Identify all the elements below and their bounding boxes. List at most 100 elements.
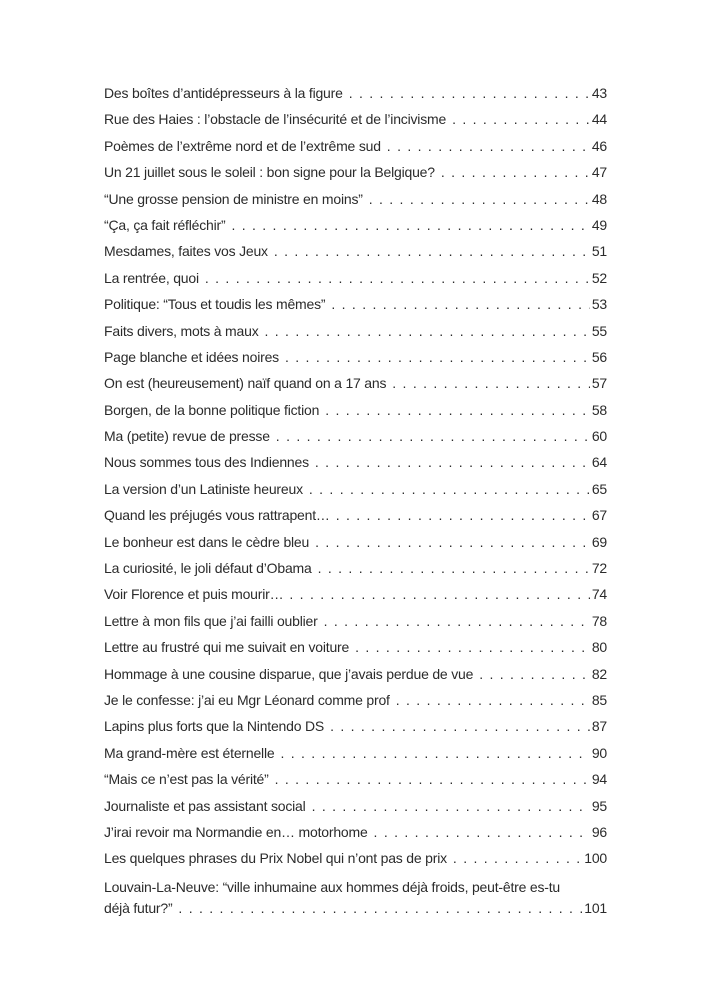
dot-leader — [392, 375, 590, 391]
toc-entry-page: 53 — [591, 296, 607, 313]
toc-entry-last: Louvain-La-Neuve: “ville inhumaine aux h… — [104, 877, 607, 919]
dot-leader — [324, 613, 590, 629]
dot-leader — [178, 898, 582, 919]
toc-entry-page: 87 — [591, 718, 607, 735]
dot-leader — [205, 270, 590, 286]
toc-entry-title: Quand les préjugés vous rattrapent… — [104, 507, 330, 524]
toc-entry-page: 47 — [591, 164, 607, 181]
toc-entry: Journaliste et pas assistant social 95 — [104, 798, 607, 824]
toc-entry: Hommage à une cousine disparue, que j’av… — [104, 666, 607, 692]
toc-entry-title: Ma grand-mère est éternelle — [104, 744, 275, 761]
toc-entry-title: Rue des Haies : l’obstacle de l’insécuri… — [104, 111, 447, 128]
toc-entry-title: “Mais ce n’est pas la vérité” — [104, 771, 269, 788]
dot-leader — [330, 718, 590, 734]
toc-entry-title: La rentrée, quoi — [104, 269, 199, 286]
toc-entry: Politique: “Tous et toudis les mêmes” 53 — [104, 296, 607, 322]
toc-entry-page: 52 — [591, 269, 607, 286]
toc-entry: Ma grand-mère est éternelle 90 — [104, 745, 607, 771]
toc-entry-title: Faits divers, mots à maux — [104, 322, 259, 339]
toc-entry-title: Mesdames, faites vos Jeux — [104, 243, 268, 260]
dot-leader — [396, 692, 590, 708]
toc-entry-page: 95 — [591, 797, 607, 814]
toc-entry: “Une grosse pension de ministre en moins… — [104, 191, 607, 217]
toc-entry: “Mais ce n’est pas la vérité” 94 — [104, 771, 607, 797]
toc-entry: Lettre au frustré qui me suivait en voit… — [104, 639, 607, 665]
toc-entry: Lettre à mon fils que j’ai failli oublie… — [104, 613, 607, 639]
toc-entry: Borgen, de la bonne politique fiction 58 — [104, 402, 607, 428]
toc-entry: Lapins plus forts que la Nintendo DS 87 — [104, 718, 607, 744]
toc-entry: Ma (petite) revue de presse 60 — [104, 428, 607, 454]
dot-leader — [315, 454, 590, 470]
dot-leader — [231, 217, 589, 233]
toc-entry-title: “Une grosse pension de ministre en moins… — [104, 190, 363, 207]
toc-entry-title: Des boîtes d’antidépresseurs à la figure — [104, 85, 343, 101]
dot-leader — [369, 191, 590, 207]
toc-entry-title: Hommage à une cousine disparue, que j’av… — [104, 665, 474, 682]
dot-leader — [315, 534, 590, 550]
toc-entry-title: On est (heureusement) naïf quand on a 17… — [104, 375, 387, 392]
toc-entry-title: Lapins plus forts que la Nintendo DS — [104, 718, 325, 735]
toc-entry: Page blanche et idées noires 56 — [104, 349, 607, 375]
toc-entry-page: 90 — [591, 744, 607, 761]
dot-leader — [274, 243, 590, 259]
table-of-contents: Des boîtes d’antidépresseurs à la figure… — [104, 85, 607, 919]
dot-leader — [349, 85, 590, 101]
toc-entry-page: 100 — [584, 850, 607, 867]
dot-leader — [285, 349, 590, 365]
toc-entry-page: 56 — [591, 348, 607, 365]
toc-entry: Des boîtes d’antidépresseurs à la figure… — [104, 85, 607, 111]
toc-entry-title: Borgen, de la bonne politique fiction — [104, 401, 320, 418]
toc-entry-title-line1: Louvain-La-Neuve: “ville inhumaine aux h… — [104, 878, 560, 895]
toc-entry-page: 60 — [591, 428, 607, 445]
toc-entry-page: 72 — [591, 560, 607, 577]
toc-entry-page: 64 — [591, 454, 607, 471]
dot-leader — [331, 296, 589, 312]
toc-entry-page: 96 — [591, 823, 607, 840]
toc-entry-page: 94 — [591, 771, 607, 788]
toc-entry-page: 51 — [591, 243, 607, 260]
toc-entry: Le bonheur est dans le cèdre bleu 69 — [104, 534, 607, 560]
toc-entry-title: La curiosité, le joli défaut d’Obama — [104, 560, 312, 577]
toc-entry-page: 80 — [591, 639, 607, 656]
toc-entry-page: 69 — [591, 533, 607, 550]
toc-entry-page: 65 — [591, 480, 607, 497]
toc-entry-page: 55 — [591, 322, 607, 339]
dot-leader — [325, 402, 590, 418]
toc-entry: Nous sommes tous des Indiennes 64 — [104, 454, 607, 480]
toc-entry-title: J’irai revoir ma Normandie en… motorhome — [104, 823, 368, 840]
toc-entry-page: 46 — [591, 137, 607, 154]
dot-leader — [441, 164, 590, 180]
toc-entry: Faits divers, mots à maux 55 — [104, 323, 607, 349]
toc-entry: Quand les préjugés vous rattrapent… 67 — [104, 507, 607, 533]
dot-leader — [479, 666, 590, 682]
dot-leader — [453, 850, 582, 866]
toc-entry-page: 101 — [584, 899, 607, 916]
toc-entry-page: 43 — [591, 85, 607, 101]
dot-leader — [275, 771, 590, 787]
toc-entry-page: 57 — [591, 375, 607, 392]
toc-entry-page: 48 — [591, 190, 607, 207]
dot-leader — [374, 824, 590, 840]
toc-entry-title: “Ça, ça fait réfléchir” — [104, 216, 226, 233]
toc-entry: On est (heureusement) naïf quand on a 17… — [104, 375, 607, 401]
toc-entry: Poèmes de l’extrême nord et de l’extrême… — [104, 138, 607, 164]
dot-leader — [289, 586, 589, 602]
toc-entry-page: 67 — [591, 507, 607, 524]
toc-entry: Mesdames, faites vos Jeux 51 — [104, 243, 607, 269]
toc-entry-page: 49 — [591, 216, 607, 233]
toc-entry-title: Les quelques phrases du Prix Nobel qui n… — [104, 850, 447, 867]
toc-entry-title: Poèmes de l’extrême nord et de l’extrême… — [104, 137, 381, 154]
toc-entry-title: Ma (petite) revue de presse — [104, 428, 270, 445]
dot-leader — [387, 138, 590, 154]
dot-leader — [312, 798, 590, 814]
toc-entry-page: 78 — [591, 612, 607, 629]
dot-leader — [276, 428, 590, 444]
dot-leader — [265, 323, 590, 339]
toc-entry: La version d’un Latiniste heureux 65 — [104, 481, 607, 507]
toc-entry-title-line2: déjà futur?” — [104, 899, 173, 916]
dot-leader — [452, 111, 590, 127]
toc-entry-page: 58 — [591, 401, 607, 418]
dot-leader — [355, 639, 590, 655]
toc-entry-title: Un 21 juillet sous le soleil : bon signe… — [104, 164, 435, 181]
toc-entry: Les quelques phrases du Prix Nobel qui n… — [104, 850, 607, 876]
